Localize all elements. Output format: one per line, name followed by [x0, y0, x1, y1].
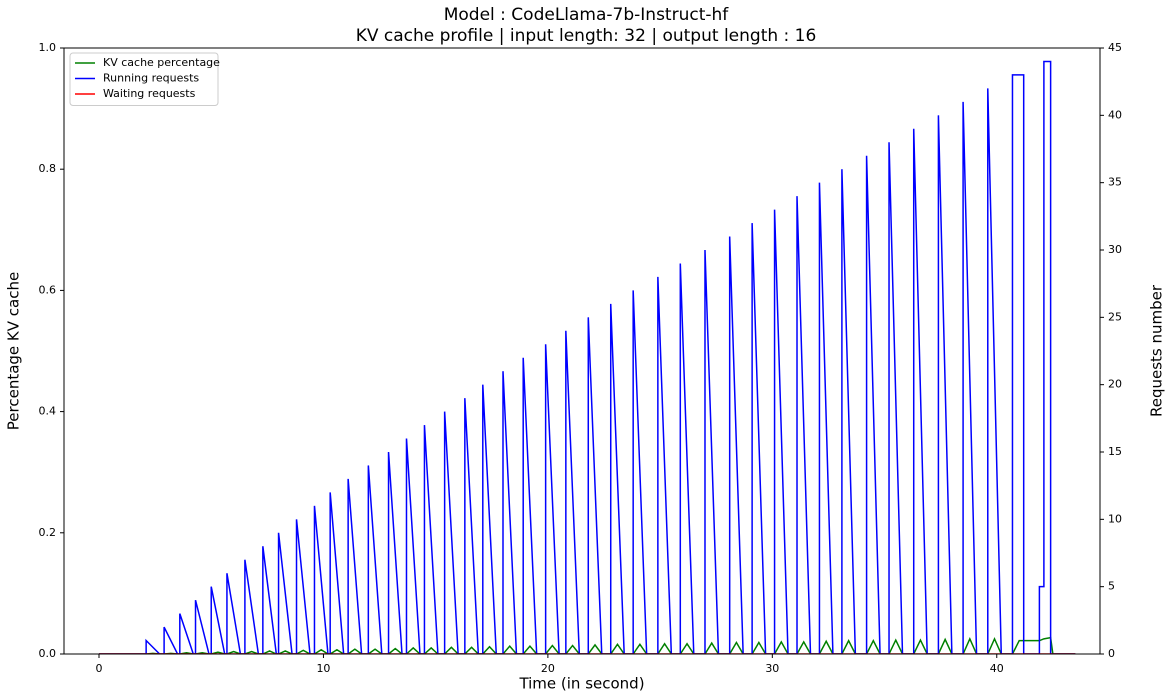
y2-tick-label: 25 [1108, 310, 1122, 323]
legend-box [69, 52, 219, 106]
y-tick-label: 0.6 [39, 283, 57, 296]
x-tick-label: 30 [765, 662, 779, 675]
legend-label: Waiting requests [103, 87, 196, 100]
y2-tick-label: 20 [1108, 378, 1122, 391]
y2-tick-label: 35 [1108, 176, 1122, 189]
y2-tick-label: 0 [1108, 647, 1115, 660]
y2-tick-label: 10 [1108, 512, 1122, 525]
y-tick-label: 1.0 [39, 41, 57, 54]
y2-tick-label: 40 [1108, 108, 1122, 121]
y-tick-label: 0.0 [39, 647, 57, 660]
y-tick-label: 0.4 [39, 405, 57, 418]
legend-label: Running requests [103, 72, 199, 85]
x-tick-label: 0 [96, 662, 103, 675]
chart-subtitle: KV cache profile | input length: 32 | ou… [356, 26, 817, 46]
plot-frame [63, 47, 1101, 655]
y2-axis-label: Requests number [1148, 284, 1166, 417]
y-tick-label: 0.8 [39, 162, 57, 175]
legend-label: KV cache percentage [103, 56, 220, 69]
y-tick-label: 0.2 [39, 526, 57, 539]
chart-title: Model : CodeLlama-7b-Instruct-hf [444, 5, 730, 25]
y2-tick-label: 5 [1108, 580, 1115, 593]
y2-tick-label: 15 [1108, 445, 1122, 458]
x-tick-label: 40 [990, 662, 1004, 675]
x-tick-label: 10 [316, 662, 330, 675]
x-axis-label: Time (in second) [518, 675, 644, 693]
y-axis-label: Percentage KV cache [5, 272, 23, 430]
x-tick-label: 20 [541, 662, 555, 675]
series-line [99, 60, 1076, 654]
y2-tick-label: 30 [1108, 243, 1122, 256]
y2-tick-label: 45 [1108, 41, 1122, 54]
